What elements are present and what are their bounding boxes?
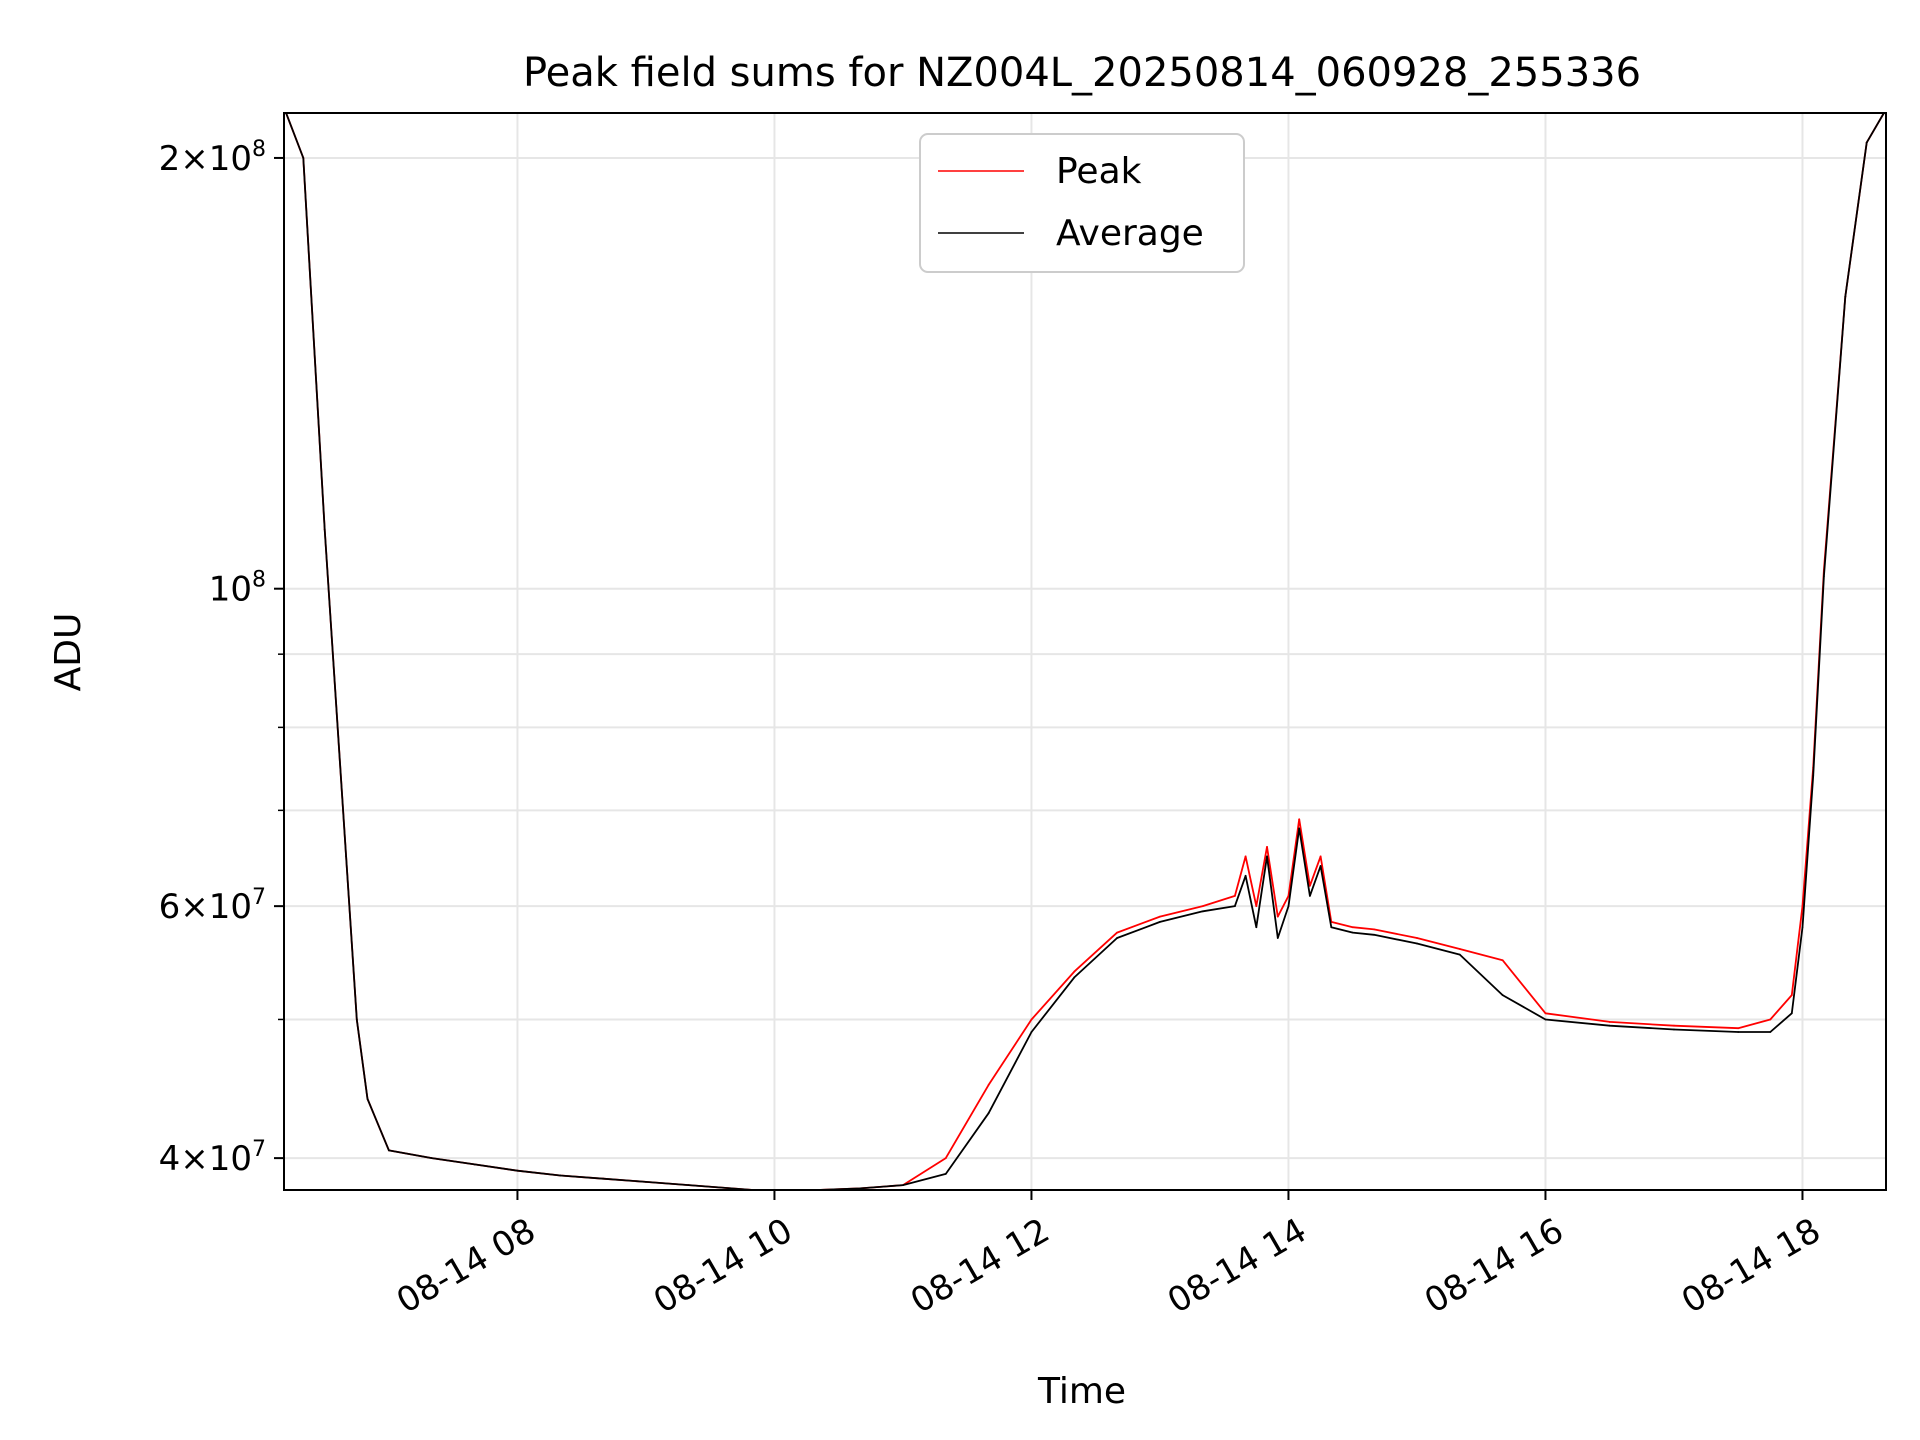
data-point-average xyxy=(1030,1031,1033,1033)
data-point-average xyxy=(1255,926,1258,929)
data-point-peak xyxy=(1298,818,1301,821)
series-layer xyxy=(285,113,1885,1190)
data-point-average xyxy=(1673,1028,1675,1031)
y-tick-label: 4×107 xyxy=(159,1137,266,1179)
data-point-peak xyxy=(1801,905,1804,908)
data-point-average xyxy=(1844,295,1847,298)
plot-frame xyxy=(283,112,1887,1191)
data-point-peak xyxy=(1116,931,1119,934)
data-point-peak xyxy=(944,1157,947,1160)
legend-box xyxy=(919,133,1245,273)
data-point-average xyxy=(1373,933,1376,936)
data-point-peak xyxy=(1201,905,1204,908)
data-point-peak xyxy=(1073,970,1076,973)
data-point-peak xyxy=(1319,855,1322,858)
data-point-average xyxy=(1116,937,1119,939)
data-point-average xyxy=(1501,994,1504,996)
data-point-average xyxy=(1298,827,1301,830)
data-point-average xyxy=(987,1112,990,1115)
data-point-average xyxy=(1234,905,1236,908)
data-point-average xyxy=(1244,874,1247,877)
data-point-average xyxy=(1812,774,1815,777)
data-point-peak xyxy=(1308,884,1311,887)
data-point-average xyxy=(645,1180,647,1183)
data-point-average xyxy=(1801,926,1804,929)
data-point-average xyxy=(345,855,348,858)
data-point-average xyxy=(302,157,305,159)
data-point-average xyxy=(944,1172,947,1175)
data-point-peak xyxy=(1351,926,1354,929)
data-point-average xyxy=(473,1163,476,1166)
data-point-average xyxy=(355,1018,358,1021)
data-point-average xyxy=(1865,141,1868,144)
data-point-peak xyxy=(1266,846,1268,848)
data-point-average xyxy=(1287,905,1290,908)
data-point-peak xyxy=(1544,1012,1547,1015)
data-point-peak xyxy=(1737,1027,1740,1030)
data-point-peak xyxy=(1234,894,1236,897)
data-point-average xyxy=(1319,865,1322,867)
data-point-peak xyxy=(1673,1024,1675,1027)
data-point-peak xyxy=(1608,1021,1611,1023)
data-point-average xyxy=(1416,942,1418,945)
data-point-average xyxy=(1544,1018,1547,1021)
data-point-average xyxy=(1822,575,1825,578)
data-point-average xyxy=(323,528,326,531)
data-point-average xyxy=(1073,976,1076,979)
data-point-average xyxy=(687,1184,690,1187)
data-point-peak xyxy=(1276,915,1279,918)
chart-title: Peak field sums for NZ004L_20250814_0609… xyxy=(523,50,1641,96)
data-point-average xyxy=(1266,855,1268,858)
data-point-average xyxy=(516,1169,519,1172)
x-axis-label: Time xyxy=(1037,1371,1126,1412)
data-point-average xyxy=(388,1149,390,1152)
y-axis-label: ADU xyxy=(48,613,89,692)
data-point-average xyxy=(1330,926,1333,929)
data-point-average xyxy=(430,1157,433,1160)
y-tick-label: 2×108 xyxy=(159,137,266,179)
data-point-peak xyxy=(1416,937,1418,939)
data-point-peak xyxy=(987,1084,990,1086)
legend-label-average: Average xyxy=(1056,213,1204,254)
y-tick-label: 6×107 xyxy=(159,885,266,927)
data-point-average xyxy=(366,1097,369,1100)
y-axis: 4×107 6×107 108 2×108 xyxy=(159,137,284,1179)
data-point-peak xyxy=(1287,894,1290,897)
data-point-peak xyxy=(1501,959,1504,962)
data-point-peak xyxy=(1244,855,1247,858)
legend-label-peak: Peak xyxy=(1056,151,1142,192)
data-point-average xyxy=(730,1187,733,1190)
data-point-peak xyxy=(1030,1018,1033,1021)
data-point-average xyxy=(1308,894,1311,897)
data-point-peak xyxy=(1458,948,1461,950)
y-tick-label: 108 xyxy=(209,568,266,610)
data-point-average xyxy=(859,1187,862,1190)
data-point-peak xyxy=(1255,905,1258,908)
data-point-average xyxy=(1769,1031,1772,1033)
data-point-peak xyxy=(1373,928,1376,931)
data-point-average xyxy=(559,1174,562,1177)
data-point-peak xyxy=(1790,994,1793,996)
data-point-average xyxy=(1790,1012,1793,1015)
data-point-average xyxy=(1276,937,1279,939)
data-point-average xyxy=(602,1177,605,1180)
data-point-peak xyxy=(1159,915,1161,918)
data-point-average xyxy=(1608,1024,1611,1027)
data-point-average xyxy=(902,1184,904,1187)
data-point-peak xyxy=(1769,1018,1772,1021)
legend: Peak Average xyxy=(919,133,1245,273)
data-point-average xyxy=(1737,1031,1740,1033)
data-point-average xyxy=(1351,931,1354,934)
data-point-average xyxy=(1458,953,1461,956)
data-point-average xyxy=(1201,910,1204,913)
data-point-average xyxy=(1159,920,1161,923)
